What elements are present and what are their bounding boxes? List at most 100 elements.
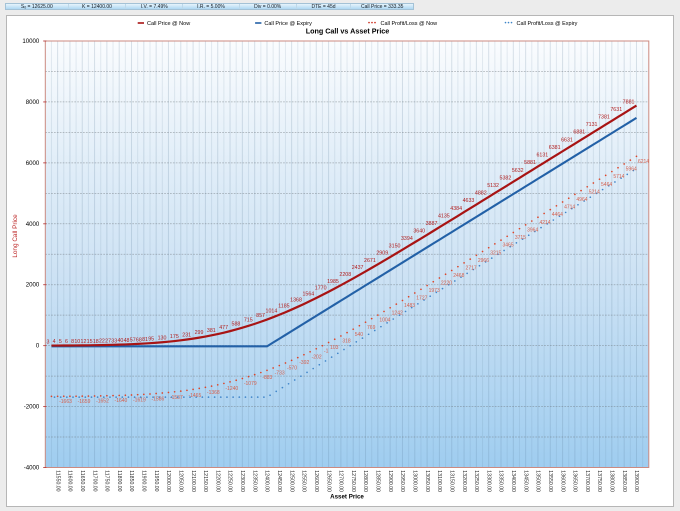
svg-text:12000.00: 12000.00: [165, 470, 171, 492]
svg-text:6214: 6214: [638, 159, 649, 165]
svg-text:18: 18: [93, 339, 99, 345]
svg-text:588: 588: [232, 321, 241, 327]
svg-text:1014: 1014: [266, 308, 278, 314]
svg-text:6881: 6881: [573, 130, 585, 136]
svg-text:40: 40: [117, 338, 123, 344]
svg-text:-1640: -1640: [115, 398, 128, 404]
svg-text:-733: -733: [275, 371, 285, 377]
svg-text:715: 715: [244, 318, 253, 324]
svg-text:4214: 4214: [539, 220, 550, 226]
svg-text:8000: 8000: [26, 99, 40, 106]
svg-text:12850.00: 12850.00: [375, 470, 381, 492]
svg-text:1564: 1564: [302, 292, 314, 298]
svg-text:11900.00: 11900.00: [141, 470, 147, 491]
svg-text:12950.00: 12950.00: [399, 470, 405, 492]
svg-text:3215: 3215: [490, 250, 501, 256]
svg-text:2208: 2208: [339, 272, 351, 278]
svg-text:11950.00: 11950.00: [153, 470, 159, 491]
svg-text:7881: 7881: [623, 99, 635, 105]
svg-text:Long Call vs Asset Price: Long Call vs Asset Price: [306, 26, 390, 35]
svg-text:4464: 4464: [552, 212, 563, 218]
svg-text:2220: 2220: [441, 281, 452, 287]
svg-text:13050.00: 13050.00: [424, 470, 430, 492]
svg-text:11700.00: 11700.00: [91, 470, 97, 491]
svg-text:5132: 5132: [487, 183, 499, 189]
svg-text:12550.00: 12550.00: [301, 470, 307, 492]
svg-text:4633: 4633: [463, 198, 475, 204]
svg-text:3964: 3964: [527, 227, 538, 233]
svg-text:11650.00: 11650.00: [79, 470, 85, 491]
svg-text:4882: 4882: [475, 191, 487, 197]
svg-text:-883: -883: [262, 375, 272, 381]
svg-text:-1659: -1659: [78, 399, 91, 405]
svg-text:769: 769: [367, 325, 376, 331]
svg-text:12250.00: 12250.00: [227, 470, 233, 492]
svg-text:-1586: -1586: [151, 397, 164, 403]
svg-text:13650.00: 13650.00: [572, 470, 578, 492]
svg-text:1185: 1185: [278, 303, 289, 309]
svg-text:5382: 5382: [500, 175, 512, 181]
svg-text:13550.00: 13550.00: [547, 470, 553, 492]
svg-text:5881: 5881: [524, 160, 536, 166]
svg-text:5714: 5714: [613, 174, 624, 180]
svg-text:1973: 1973: [429, 288, 440, 294]
svg-text:-1368: -1368: [207, 390, 220, 396]
svg-text:3640: 3640: [413, 228, 425, 234]
svg-text:48: 48: [124, 338, 130, 344]
svg-text:13150.00: 13150.00: [448, 470, 454, 492]
svg-text:4384: 4384: [450, 206, 462, 212]
svg-text:12100.00: 12100.00: [190, 470, 196, 492]
svg-text:7381: 7381: [598, 114, 610, 120]
svg-text:175: 175: [170, 334, 179, 340]
svg-text:-1: -1: [324, 348, 329, 354]
svg-text:27: 27: [105, 339, 111, 345]
svg-text:15: 15: [87, 339, 93, 345]
svg-text:318: 318: [342, 339, 351, 345]
svg-text:13700.00: 13700.00: [584, 470, 590, 492]
svg-text:3887: 3887: [426, 221, 438, 227]
svg-text:-1465: -1465: [188, 393, 201, 399]
svg-text:10: 10: [74, 339, 80, 345]
svg-text:Asset Price: Asset Price: [330, 494, 364, 501]
svg-text:12900.00: 12900.00: [387, 470, 393, 492]
svg-text:12300.00: 12300.00: [239, 470, 245, 492]
svg-text:12800.00: 12800.00: [362, 470, 368, 492]
svg-text:1727: 1727: [416, 296, 427, 302]
svg-text:1483: 1483: [404, 303, 415, 309]
svg-text:6631: 6631: [561, 137, 573, 143]
svg-text:12050.00: 12050.00: [177, 470, 183, 492]
svg-text:Call Profit/Loss @ Expiry: Call Profit/Loss @ Expiry: [517, 21, 578, 27]
svg-text:477: 477: [219, 325, 228, 331]
svg-text:5964: 5964: [626, 167, 637, 173]
svg-text:3394: 3394: [401, 236, 413, 242]
svg-text:11750.00: 11750.00: [104, 470, 110, 491]
svg-text:130: 130: [158, 335, 167, 341]
svg-text:857: 857: [256, 313, 265, 319]
svg-text:13350.00: 13350.00: [498, 470, 504, 492]
svg-text:3715: 3715: [515, 235, 526, 241]
svg-text:7131: 7131: [586, 122, 598, 128]
svg-text:Call Price @ Now: Call Price @ Now: [147, 21, 190, 27]
svg-text:22: 22: [99, 339, 105, 345]
svg-text:4714: 4714: [564, 205, 575, 211]
svg-text:12400.00: 12400.00: [264, 470, 270, 492]
svg-text:1985: 1985: [327, 279, 339, 285]
svg-text:6: 6: [65, 339, 68, 345]
svg-text:8: 8: [71, 339, 74, 345]
svg-text:2671: 2671: [364, 258, 376, 264]
svg-text:-4000: -4000: [24, 465, 40, 472]
svg-text:5464: 5464: [601, 182, 612, 188]
svg-text:13200.00: 13200.00: [461, 470, 467, 492]
svg-text:-1240: -1240: [225, 386, 238, 392]
svg-text:-1619: -1619: [133, 398, 146, 404]
svg-text:13250.00: 13250.00: [473, 470, 479, 492]
svg-text:3465: 3465: [503, 243, 514, 249]
svg-text:Call Price @ Expiry: Call Price @ Expiry: [264, 21, 312, 27]
svg-text:6381: 6381: [549, 145, 561, 151]
svg-text:13600.00: 13600.00: [559, 470, 565, 492]
svg-text:13500.00: 13500.00: [535, 470, 541, 492]
svg-text:2000: 2000: [26, 282, 40, 289]
svg-text:381: 381: [207, 328, 216, 334]
svg-text:4000: 4000: [26, 221, 40, 228]
svg-text:-1079: -1079: [244, 381, 257, 387]
